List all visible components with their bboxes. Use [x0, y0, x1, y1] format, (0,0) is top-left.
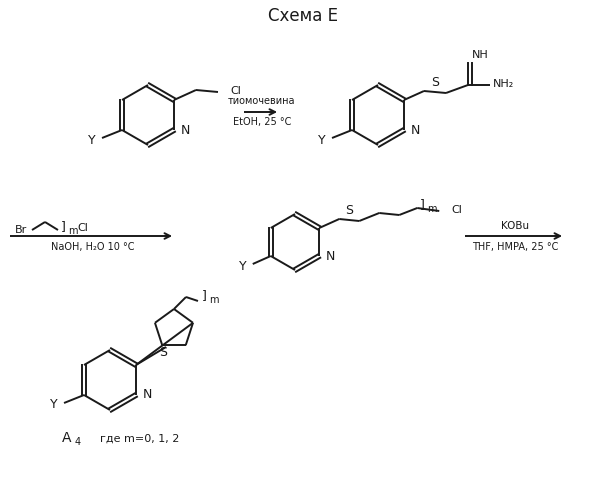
Text: Cl: Cl	[77, 223, 88, 233]
Text: m: m	[68, 226, 78, 236]
Text: N: N	[143, 388, 153, 402]
Text: m: m	[209, 295, 218, 305]
Text: тиомочевина: тиомочевина	[229, 96, 295, 106]
Text: Br: Br	[15, 225, 27, 235]
Text: NH: NH	[472, 50, 488, 60]
Text: S: S	[431, 76, 439, 90]
Text: ]: ]	[420, 198, 425, 211]
Text: S: S	[159, 346, 167, 358]
Text: Y: Y	[51, 398, 58, 411]
Text: Cl: Cl	[451, 205, 462, 215]
Text: A: A	[62, 431, 72, 445]
Text: Схема E: Схема E	[268, 7, 338, 25]
Text: ]: ]	[202, 290, 207, 302]
Text: KOBu: KOBu	[501, 221, 529, 231]
Text: N: N	[181, 124, 191, 136]
Text: ]: ]	[61, 220, 66, 234]
Text: Y: Y	[239, 260, 247, 272]
Text: NH₂: NH₂	[493, 79, 514, 89]
Text: NaOH, H₂O 10 °C: NaOH, H₂O 10 °C	[51, 242, 134, 252]
Text: Y: Y	[318, 134, 326, 146]
Text: N: N	[326, 250, 336, 262]
Text: N: N	[411, 124, 420, 136]
Text: S: S	[346, 204, 353, 218]
Text: THF, HMPA, 25 °C: THF, HMPA, 25 °C	[472, 242, 558, 252]
Text: 4: 4	[75, 437, 81, 447]
Text: где m=0, 1, 2: где m=0, 1, 2	[100, 434, 179, 444]
Text: Y: Y	[89, 134, 96, 146]
Text: m: m	[428, 204, 437, 214]
Text: EtOH, 25 °C: EtOH, 25 °C	[233, 117, 291, 127]
Text: Cl: Cl	[230, 86, 241, 96]
